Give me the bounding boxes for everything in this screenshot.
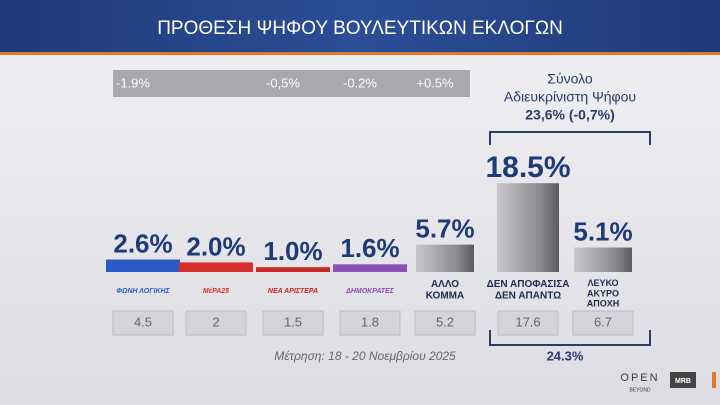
category-label: ΔΕΝ ΑΠΟΦΑΣΙΣΑ ΔΕΝ ΑΠΑΝΤΩ [487,279,570,302]
previous-box [339,310,401,336]
category-label: ΛΕΥΚΟ ΑΚΥΡΟ ΑΠΟΧΗ [587,278,620,309]
bar [106,259,180,272]
value-label: 1.0% [263,236,322,266]
pollster-box [670,372,696,388]
previous-value: 6.7 [594,314,612,329]
previous-value: 2 [212,314,219,329]
channel-logo: OPEN [620,372,659,384]
pollster-logo: MRB [675,378,691,385]
bracket-total: 24.3% [547,348,584,363]
value-label: 2.0% [186,231,245,261]
previous-value: 1.5 [284,314,302,329]
value-label: 18.5% [485,151,570,184]
value-label: 5.7% [415,214,474,244]
footnote: Μέτρηση: 18 - 20 Νοεμβρίου 2025 [274,349,456,363]
previous-value: 4.5 [134,314,152,329]
value-label: 1.6% [340,233,399,263]
change-strip [113,70,470,97]
header-bar [0,0,720,55]
previous-box [185,310,247,336]
bar [179,262,253,272]
previous-value: 1.8 [361,314,379,329]
bar [574,247,632,272]
value-label: 2.6% [113,228,172,258]
category-label: ΑΛΛΟ ΚΟΜΜΑ [426,279,464,302]
bar [416,244,474,272]
previous-box [572,310,634,336]
previous-box [262,310,324,336]
change-label: +0.5% [416,75,454,90]
party-logo: ΝΕΑ ΑΡΙΣΤΕΡΑ [268,288,318,295]
value-label: 5.1% [573,216,632,246]
bar [256,267,330,272]
bracket [489,131,651,346]
header-line [0,52,720,55]
party-logo: ΦΩΝΗ ΛΟΓΙΚΗΣ [116,288,170,295]
change-label: -0,5% [266,75,300,90]
previous-box [112,310,174,336]
change-label: -1.9% [116,75,150,90]
bar [497,183,559,272]
box-value: 23,6% (-0,7%) [525,107,614,123]
change-label: -0.2% [343,75,377,90]
box-subtitle: Αδιευκρίνιστη Ψήφου [504,89,636,105]
previous-box [414,310,476,336]
box-title: Σύνολο [547,71,593,87]
channel-tagline: BEYOND [629,387,651,393]
party-logo: ΔΗΜΟΚΡΑΤΕΣ [345,288,395,295]
previous-box [497,310,559,336]
party-logo: ΜέΡΑ25 [203,288,229,295]
previous-value: 17.6 [515,314,540,329]
bar [333,264,407,272]
previous-value: 5.2 [436,314,454,329]
title: ΠΡΟΘΕΣΗ ΨΗΦΟΥ ΒΟΥΛΕΥΤΙΚΩΝ ΕΚΛΟΓΩΝ [157,18,563,39]
accent [712,372,716,388]
